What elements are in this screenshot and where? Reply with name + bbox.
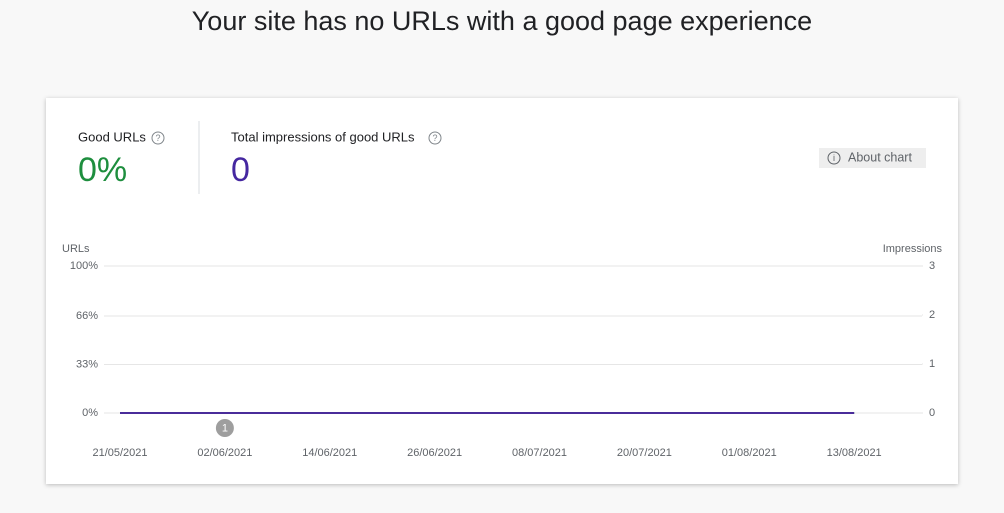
good-urls-label: Good URLs (78, 129, 146, 144)
card (46, 98, 958, 484)
y2-tick-label: 0 (929, 407, 935, 419)
y-tick-label: 100% (70, 260, 98, 272)
annotation-marker[interactable] (215, 419, 234, 437)
help-icon[interactable]: ? (428, 131, 442, 145)
about-chart-label[interactable]: About chart (848, 150, 912, 164)
svg-text:i: i (833, 153, 835, 163)
y2-axis-title: Impressions (883, 243, 943, 255)
x-tick-label: 13/08/2021 (827, 447, 882, 459)
x-tick-label: 14/06/2021 (302, 447, 357, 459)
y-tick-label: 33% (76, 358, 98, 370)
x-tick-label: 20/07/2021 (617, 447, 672, 459)
impressions-value: 0 (231, 151, 250, 189)
y2-tick-label: 2 (929, 309, 935, 321)
help-icon[interactable]: ? (151, 131, 165, 145)
x-tick-label: 08/07/2021 (512, 447, 567, 459)
about-chart-button[interactable]: i About chart (819, 148, 926, 168)
x-tick-label: 02/06/2021 (197, 447, 252, 459)
y-axis-title: URLs (62, 243, 90, 255)
y-tick-label: 0% (82, 407, 98, 419)
y2-tick-label: 3 (929, 260, 935, 272)
y-tick-label: 66% (76, 310, 98, 322)
svg-text:?: ? (432, 133, 437, 143)
annotation-label: 1 (222, 422, 228, 434)
x-tick-label: 21/05/2021 (92, 447, 147, 459)
x-tick-label: 01/08/2021 (722, 447, 777, 459)
svg-text:?: ? (155, 133, 160, 143)
impressions-label: Total impressions of good URLs (231, 129, 415, 144)
x-tick-label: 26/06/2021 (407, 447, 462, 459)
good-urls-value: 0% (78, 151, 127, 189)
page-title: Your site has no URLs with a good page e… (192, 6, 812, 36)
y2-tick-label: 1 (929, 358, 935, 370)
